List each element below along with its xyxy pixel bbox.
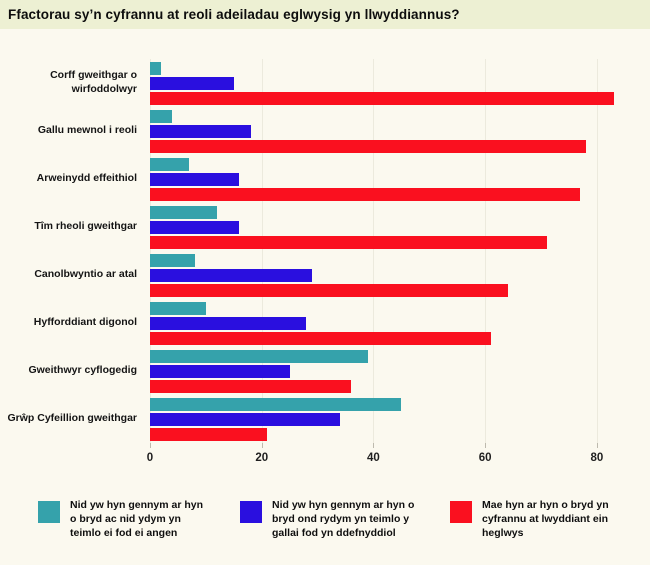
legend-swatch-red xyxy=(450,501,472,523)
legend-item-blue: Nid yw hyn gennym ar hyn o bryd ond rydy… xyxy=(240,499,420,541)
bar-teal xyxy=(150,61,162,75)
bar-red xyxy=(150,235,547,249)
category-bars xyxy=(150,205,636,249)
legend-item-teal: Nid yw hyn gennym ar hyn o bryd ac nid y… xyxy=(38,499,210,541)
x-tick-label: 20 xyxy=(255,452,269,464)
category-bars xyxy=(150,253,636,297)
chart-legend: Nid yw hyn gennym ar hyn o bryd ac nid y… xyxy=(0,499,650,541)
category-row: Corff gweithgar o wirfoddolwyr xyxy=(0,59,650,107)
category-row: Canolbwyntio ar atal xyxy=(0,251,650,299)
bar-blue xyxy=(150,316,307,330)
x-tick-label: 40 xyxy=(367,452,380,464)
x-tick-label: 60 xyxy=(478,452,492,464)
legend-item-red: Mae hyn ar hyn o bryd yn cyfrannu at lwy… xyxy=(450,499,620,541)
category-row: Grŵp Cyfeillion gweithgar xyxy=(0,395,650,443)
x-tick xyxy=(261,443,263,448)
title-bar: Ffactorau sy’n cyfrannu at reoli adeilad… xyxy=(0,0,650,29)
x-axis: 0 20 40 60 80 xyxy=(146,443,636,473)
legend-label-teal: Nid yw hyn gennym ar hyn o bryd ac nid y… xyxy=(70,499,204,539)
legend-swatch-teal xyxy=(38,501,60,523)
gridline-40 xyxy=(373,59,375,443)
bar-red xyxy=(150,427,268,441)
category-label: Tîm rheoli gweithgar xyxy=(34,220,137,233)
bar-blue xyxy=(150,124,251,138)
category-bars xyxy=(150,157,636,201)
bar-blue xyxy=(150,412,340,426)
category-bars xyxy=(150,109,636,153)
bar-teal xyxy=(150,301,206,315)
bar-blue xyxy=(150,172,240,186)
bar-red xyxy=(150,331,491,345)
bar-teal xyxy=(150,349,368,363)
bar-red xyxy=(150,283,508,297)
legend-swatch-blue xyxy=(240,501,262,523)
x-tick xyxy=(373,443,375,448)
category-label: Gweithwyr cyflogedig xyxy=(28,364,137,377)
category-bars xyxy=(150,61,636,105)
category-row: Hyfforddiant digonol xyxy=(0,299,650,347)
gridline-0 xyxy=(150,59,151,443)
gridlines xyxy=(150,59,636,443)
gridline-20 xyxy=(261,59,263,443)
bar-red xyxy=(150,379,352,393)
category-row: Arweinydd effeithiol xyxy=(0,155,650,203)
bar-teal xyxy=(150,109,173,123)
gridline-80 xyxy=(596,59,598,443)
category-label: Grŵp Cyfeillion gweithgar xyxy=(7,412,137,425)
x-tick xyxy=(485,443,487,448)
category-row: Tîm rheoli gweithgar xyxy=(0,203,650,251)
chart-title: Ffactorau sy’n cyfrannu at reoli adeilad… xyxy=(8,7,460,22)
bar-teal xyxy=(150,205,218,219)
bar-blue xyxy=(150,364,290,378)
x-tick xyxy=(150,443,151,448)
bar-red xyxy=(150,139,586,153)
chart-rows: Corff gweithgar o wirfoddolwyr Gallu mewn… xyxy=(0,59,650,443)
x-tick-label: 80 xyxy=(590,452,604,464)
category-label: Canolbwyntio ar atal xyxy=(34,268,137,281)
bar-teal xyxy=(150,397,402,411)
gridline-60 xyxy=(485,59,487,443)
bar-chart: Corff gweithgar o wirfoddolwyr Gallu mewn… xyxy=(0,29,650,473)
x-tick-label: 0 xyxy=(146,452,154,464)
bar-blue xyxy=(150,268,312,282)
category-bars xyxy=(150,349,636,393)
bar-blue xyxy=(150,220,240,234)
category-bars xyxy=(150,301,636,345)
bar-red xyxy=(150,187,581,201)
bar-blue xyxy=(150,76,234,90)
legend-label-red: Mae hyn ar hyn o bryd yn cyfrannu at lwy… xyxy=(482,499,609,539)
category-label: Arweinydd effeithiol xyxy=(36,172,137,185)
bar-red xyxy=(150,91,614,105)
category-bars xyxy=(150,397,636,441)
category-row: Gweithwyr cyflogedig xyxy=(0,347,650,395)
category-row: Gallu mewnol i reoli xyxy=(0,107,650,155)
bar-teal xyxy=(150,253,195,267)
x-tick xyxy=(596,443,598,448)
category-label: Corff gweithgar o wirfoddolwyr xyxy=(50,69,137,95)
bar-teal xyxy=(150,157,190,171)
category-label: Gallu mewnol i reoli xyxy=(37,124,137,137)
legend-label-blue: Nid yw hyn gennym ar hyn o bryd ond rydy… xyxy=(272,499,415,539)
category-label: Hyfforddiant digonol xyxy=(33,316,137,329)
